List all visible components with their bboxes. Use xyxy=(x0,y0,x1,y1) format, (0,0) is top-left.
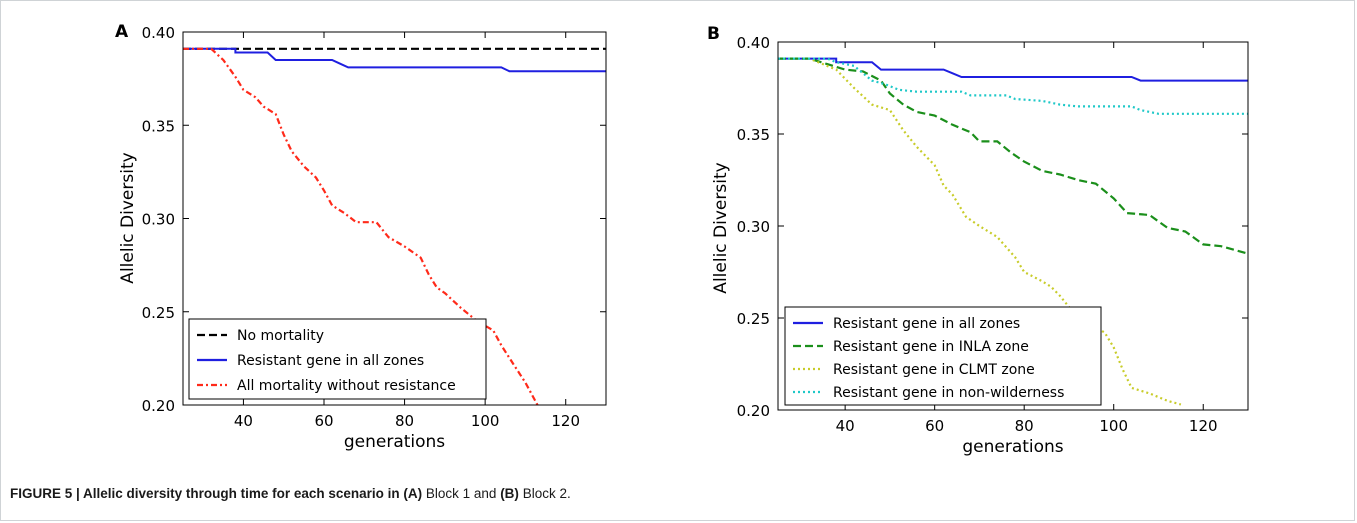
plot-frame xyxy=(777,41,1249,411)
y-tick-label: 0.20 xyxy=(142,397,175,415)
x-tick-label: 80 xyxy=(395,412,414,430)
x-tick-label: 40 xyxy=(836,417,855,435)
legend: No mortality Resistant gene in all zones A… xyxy=(188,318,487,400)
legend-box xyxy=(784,306,1102,406)
legend-label-3: Resistant gene in CLMT zone xyxy=(833,362,1035,378)
series-line-2 xyxy=(183,47,606,73)
x-tick-label: 60 xyxy=(925,417,944,435)
series-line-4 xyxy=(778,57,1248,115)
legend-label-1: Resistant gene in all zones xyxy=(833,316,1020,332)
y-tick-label: 0.30 xyxy=(142,211,175,229)
caption-block-b: Block 2. xyxy=(518,486,571,501)
series-line-3 xyxy=(778,57,1182,406)
x-tick-label: 120 xyxy=(551,412,580,430)
y-tick-label: 0.25 xyxy=(142,304,175,322)
x-axis-label: generations xyxy=(962,437,1063,457)
legend-box xyxy=(188,318,487,400)
x-tick-label: 40 xyxy=(234,412,253,430)
y-tick-label: 0.40 xyxy=(737,34,770,52)
chart-panel-a: 40 60 80 100 120 0.20 0.25 0.30 0.35 0.40 Agenerat… xyxy=(115,22,607,452)
series-line-1 xyxy=(778,57,1248,82)
caption-part-a: (A) xyxy=(403,486,423,501)
y-tick-label: 0.40 xyxy=(142,24,175,42)
chart-panel-b: 40 60 80 100 120 0.20 0.25 0.30 0.35 0.40 Bgenerat… xyxy=(707,24,1249,457)
y-tick-label: 0.25 xyxy=(737,310,770,328)
figure-charts: 40 60 80 100 120 0.20 0.25 0.30 0.35 0.40 Agenerat… xyxy=(115,22,1249,457)
legend-label-2: Resistant gene in INLA zone xyxy=(833,339,1029,355)
legend-label-3: All mortality without resistance xyxy=(237,378,456,394)
caption-block-a: Block 1 and xyxy=(422,486,501,501)
legend-label-4: Resistant gene in non-wilderness xyxy=(833,385,1064,401)
legend-label-1: No mortality xyxy=(237,328,324,344)
x-tick-label: 60 xyxy=(314,412,333,430)
caption-part-b: (B) xyxy=(500,486,519,501)
panel-label: B xyxy=(707,24,720,44)
figure-caption: FIGURE 5 | Allelic diversity through tim… xyxy=(10,486,571,501)
x-tick-label: 120 xyxy=(1189,417,1218,435)
y-tick-label: 0.35 xyxy=(737,126,770,144)
panel-label: A xyxy=(115,22,129,42)
y-axis-label: Allelic Diversity xyxy=(711,162,731,293)
y-tick-label: 0.35 xyxy=(142,117,175,135)
caption-label: FIGURE 5 | Allelic diversity through tim… xyxy=(10,486,400,501)
series-line-2 xyxy=(778,57,1248,255)
x-tick-label: 100 xyxy=(471,412,500,430)
y-tick-label: 0.30 xyxy=(737,218,770,236)
x-tick-label: 80 xyxy=(1015,417,1034,435)
legend-label-2: Resistant gene in all zones xyxy=(237,353,424,369)
plot-frame xyxy=(182,31,607,406)
y-tick-label: 0.20 xyxy=(737,402,770,420)
y-axis-label: Allelic Diversity xyxy=(118,152,138,283)
x-tick-label: 100 xyxy=(1099,417,1128,435)
x-axis-label: generations xyxy=(344,432,445,452)
legend: Resistant gene in all zones Resistant gen… xyxy=(784,306,1102,406)
